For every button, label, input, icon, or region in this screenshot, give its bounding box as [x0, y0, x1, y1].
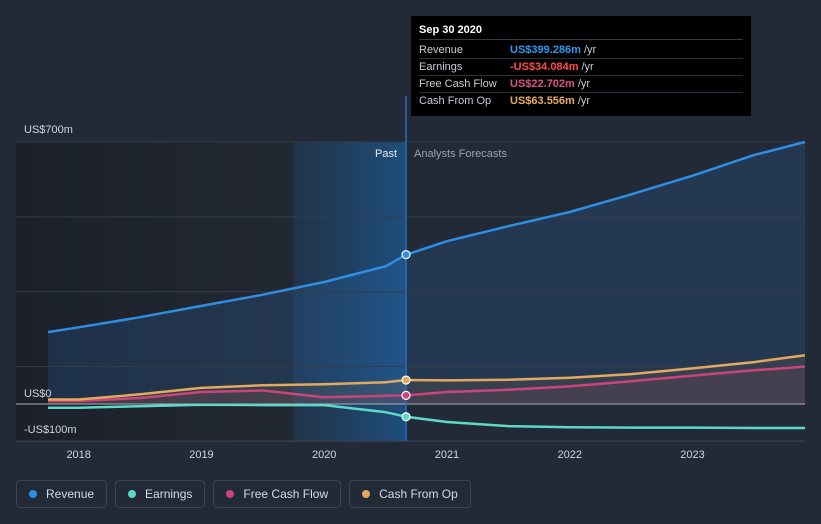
tooltip-row-cash-from-op: Cash From Op US$63.556m /yr — [419, 93, 743, 109]
tooltip-date: Sep 30 2020 — [419, 24, 743, 40]
legend-item-revenue[interactable]: Revenue — [16, 480, 108, 508]
forecast-label: Analysts Forecasts — [414, 148, 507, 160]
legend-item-earnings[interactable]: Earnings — [115, 480, 206, 508]
series-marker — [401, 250, 411, 260]
tooltip-unit: /yr — [577, 95, 591, 107]
x-tick-label: 2019 — [189, 449, 213, 461]
tooltip-row-revenue: Revenue US$399.286m /yr — [419, 42, 743, 59]
y-tick-label: US$700m — [24, 124, 73, 136]
tooltip-value: US$399.286m — [510, 44, 581, 56]
legend-dot-icon — [362, 490, 371, 498]
chart-legend: Revenue Earnings Free Cash Flow Cash Fro… — [16, 480, 471, 508]
tooltip-unit: /yr — [577, 78, 591, 90]
tooltip-row-earnings: Earnings -US$34.084m /yr — [419, 59, 743, 76]
x-tick-label: 2018 — [66, 449, 90, 461]
tooltip-unit: /yr — [583, 44, 597, 56]
legend-label: Earnings — [145, 487, 193, 501]
y-tick-label: US$0 — [24, 388, 52, 400]
x-tick-label: 2021 — [435, 449, 459, 461]
tooltip-row-free-cash-flow: Free Cash Flow US$22.702m /yr — [419, 76, 743, 93]
x-tick-label: 2020 — [312, 449, 336, 461]
tooltip-value: US$22.702m — [510, 78, 575, 90]
tooltip-unit: /yr — [581, 61, 594, 73]
series-area — [48, 142, 805, 404]
legend-dot-icon — [128, 490, 137, 498]
financial-chart: US$700m US$0 -US$100m Past Analysts Forecast… — [16, 96, 806, 461]
legend-item-free-cash-flow[interactable]: Free Cash Flow — [213, 480, 342, 508]
past-label: Past — [375, 148, 397, 160]
legend-label: Revenue — [46, 487, 95, 501]
x-tick-label: 2022 — [557, 449, 581, 461]
legend-label: Cash From Op — [379, 487, 458, 501]
tooltip-label: Cash From Op — [419, 95, 492, 107]
hover-tooltip: Sep 30 2020 Revenue US$399.286m /yr Earn… — [411, 16, 751, 116]
tooltip-label: Free Cash Flow — [419, 78, 497, 90]
legend-item-cash-from-op[interactable]: Cash From Op — [349, 480, 471, 508]
tooltip-value: -US$34.084m — [510, 61, 579, 73]
series-marker — [401, 390, 411, 400]
series-marker — [401, 412, 411, 422]
legend-label: Free Cash Flow — [243, 487, 329, 501]
tooltip-value: US$63.556m — [510, 95, 575, 107]
legend-dot-icon — [226, 490, 235, 498]
tooltip-label: Earnings — [419, 61, 463, 73]
series-marker — [401, 375, 411, 385]
x-tick-label: 2023 — [680, 449, 704, 461]
series-area — [48, 366, 805, 404]
legend-dot-icon — [29, 490, 37, 498]
tooltip-label: Revenue — [419, 44, 464, 56]
y-tick-label: -US$100m — [24, 424, 77, 436]
